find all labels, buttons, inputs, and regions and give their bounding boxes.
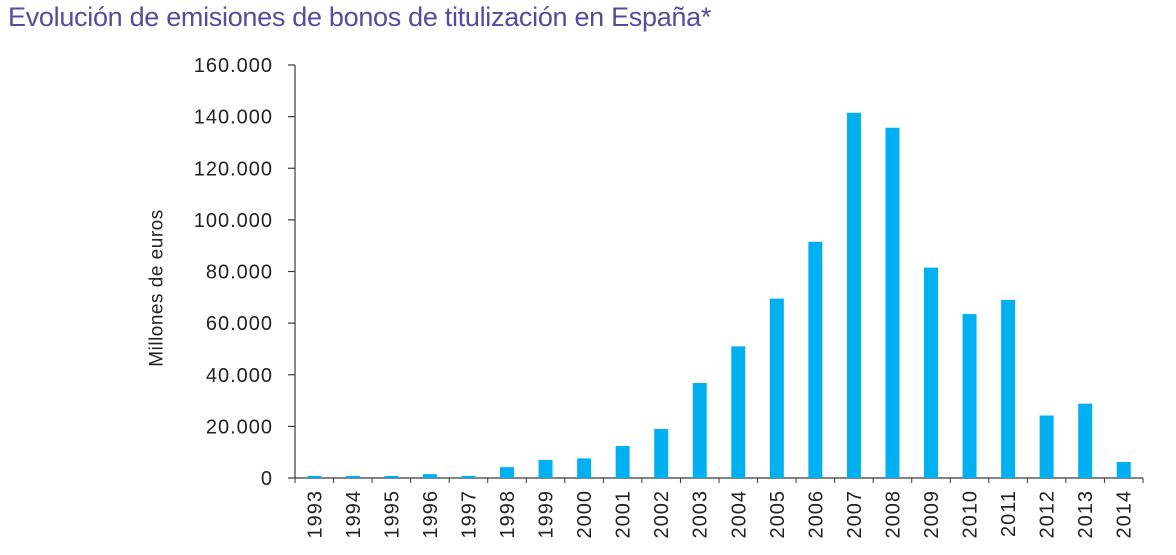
bar-2012 [1039, 415, 1054, 478]
y-axis-ticks: 0 20.000 40.000 60.000 80.000 100.000 120.000 1… [194, 55, 295, 490]
bar-1996 [422, 474, 437, 478]
x-tick-label: 2013 [1075, 490, 1097, 539]
y-tick-label: 100.000 [194, 210, 273, 232]
bar-2006 [808, 241, 823, 478]
x-tick-label: 2008 [882, 490, 904, 539]
x-tick-label: 2012 [1037, 490, 1059, 539]
y-tick-label: 20.000 [206, 416, 273, 438]
bar-2013 [1078, 403, 1093, 478]
y-tick-label: 40.000 [206, 365, 273, 387]
bar-2005 [769, 298, 784, 478]
x-axis-ticks: 1993 1994 1995 1996 1997 1998 1999 2000 2001 2002… [294, 478, 1144, 539]
bar-series [307, 112, 1131, 479]
bar-1999 [538, 459, 553, 478]
x-tick-label: 2014 [1114, 490, 1136, 539]
x-tick-label: 2010 [960, 490, 982, 539]
x-tick-label: 1994 [343, 490, 365, 539]
x-tick-label: 2001 [613, 490, 635, 539]
x-tick-label: 1995 [381, 490, 403, 539]
y-tick-label: 140.000 [194, 107, 273, 129]
bar-2007 [846, 112, 861, 479]
bar-2008 [885, 127, 900, 479]
x-tick-label: 1996 [420, 490, 442, 539]
x-tick-label: 2007 [844, 490, 866, 539]
x-tick-label: 1997 [458, 490, 480, 539]
bar-2001 [615, 445, 630, 478]
x-tick-label: 2011 [998, 490, 1020, 537]
bar-2010 [962, 314, 977, 478]
bar-2014 [1116, 461, 1131, 478]
x-tick-label: 2004 [728, 490, 750, 539]
x-tick-label: 2006 [805, 490, 827, 539]
bar-1994 [345, 475, 360, 478]
x-tick-label: 2003 [690, 490, 712, 539]
x-tick-label: 2009 [921, 490, 943, 539]
y-tick-label: 120.000 [194, 158, 273, 180]
bar-2004 [731, 346, 746, 478]
y-tick-label: 0 [261, 468, 273, 490]
x-tick-label: 1993 [304, 490, 326, 539]
x-tick-label: 2005 [767, 490, 789, 539]
bar-2009 [924, 267, 938, 478]
bar-2002 [654, 428, 669, 478]
y-tick-label: 160.000 [194, 55, 273, 77]
bar-2000 [577, 458, 592, 478]
chart-title: Evolución de emisiones de bonos de titul… [8, 2, 712, 32]
bar-1993 [307, 475, 322, 478]
bar-1995 [384, 475, 399, 478]
y-tick-label: 60.000 [206, 313, 273, 335]
bar-2011 [1001, 299, 1016, 478]
x-tick-label: 2002 [651, 490, 673, 539]
y-axis-label: Millones de euros [147, 209, 168, 366]
y-tick-label: 80.000 [206, 262, 273, 284]
bar-2003 [692, 383, 707, 478]
x-tick-label: 2000 [574, 490, 596, 539]
x-tick-label: 1999 [536, 490, 558, 539]
chart-axes [294, 65, 1143, 479]
x-tick-label: 1998 [497, 490, 519, 539]
bar-1997 [461, 475, 476, 478]
bar-1998 [500, 467, 514, 478]
